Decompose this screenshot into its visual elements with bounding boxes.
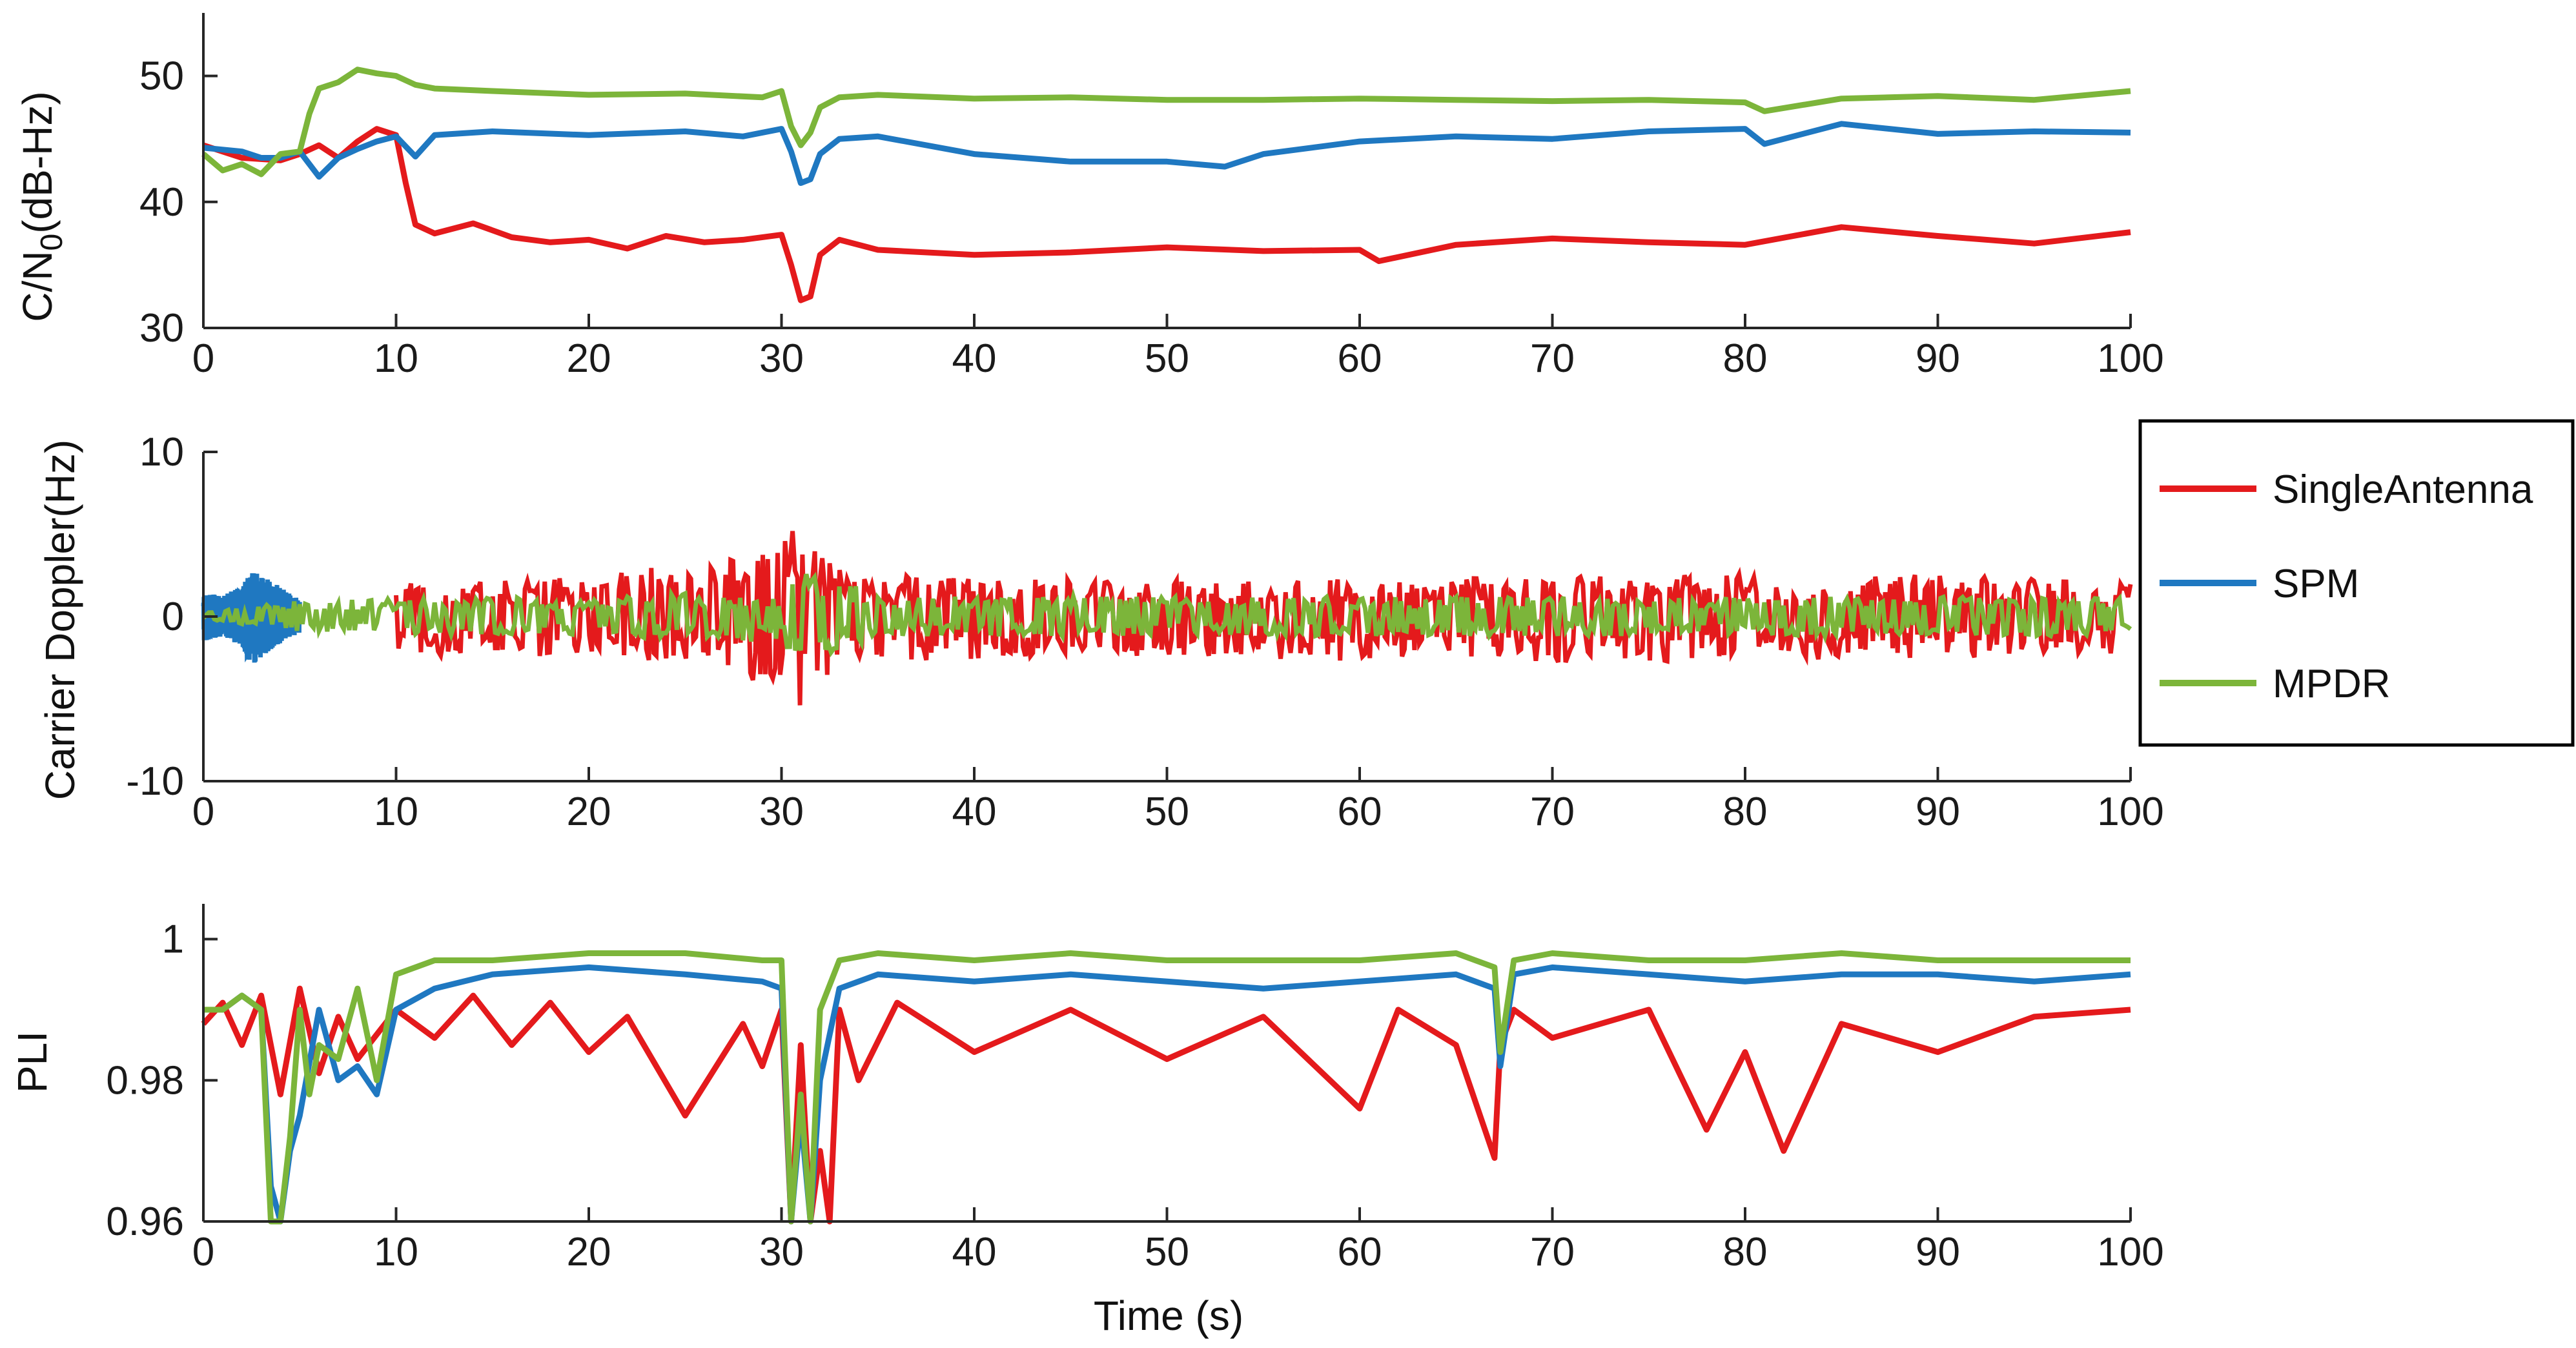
cn0-ylabel-sub: 0: [35, 234, 69, 251]
doppler-ytick-label: 0: [162, 595, 184, 639]
doppler-xtick-label: 10: [374, 790, 418, 834]
doppler-xtick-label: 60: [1338, 790, 1382, 834]
pli-xtick-label: 10: [374, 1230, 418, 1274]
doppler-ylabel: Carrier Doppler(Hz): [37, 440, 83, 800]
legend: SingleAntenna SPM MPDR: [2138, 419, 2575, 747]
doppler-xtick-label: 50: [1145, 790, 1189, 834]
cn0-xtick-label: 60: [1338, 336, 1382, 381]
pli-xtick-label: 100: [2097, 1230, 2163, 1274]
cn0-xtick-label: 40: [952, 336, 997, 381]
pli-xlabel: Time (s): [1094, 1292, 1243, 1339]
cn0-series-singleantenna: [202, 126, 2131, 303]
pli-ytick-label: 0.98: [106, 1058, 184, 1103]
doppler-xtick-label: 0: [192, 790, 214, 834]
doppler-xtick-label: 100: [2097, 790, 2163, 834]
pli-xtick-label: 0: [192, 1230, 214, 1274]
cn0-xtick-label: 80: [1723, 336, 1768, 381]
cn0-ytick-label: 30: [139, 306, 184, 351]
doppler-xtick-label: 20: [567, 790, 611, 834]
pli-xtick-label: 60: [1338, 1230, 1382, 1274]
cn0-xtick-label: 0: [192, 336, 214, 381]
legend-label-mpdr: MPDR: [2273, 662, 2391, 706]
doppler-xtick-label: 30: [759, 790, 804, 834]
cn0-ylabel-suffix: (dB-Hz): [14, 91, 61, 233]
doppler-xtick-label: 80: [1723, 790, 1768, 834]
doppler-xtick-label: 90: [1916, 790, 1960, 834]
cn0-xtick-label: 50: [1145, 336, 1189, 381]
pli-xtick-label: 40: [952, 1230, 997, 1274]
legend-label-singleantenna: SingleAntenna: [2273, 467, 2533, 512]
pli-xtick-label: 20: [567, 1230, 611, 1274]
cn0-xtick-label: 70: [1530, 336, 1575, 381]
pli-ytick-label: 1: [162, 917, 184, 962]
pli-xtick-label: 70: [1530, 1230, 1575, 1274]
cn0-xtick-label: 20: [567, 336, 611, 381]
pli-ylabel: PLI: [9, 1031, 56, 1093]
cn0-series-spm: [203, 121, 2131, 186]
doppler-xtick-label: 40: [952, 790, 997, 834]
cn0-ylabel-main: C/N: [14, 250, 61, 322]
doppler-series-singleantenna: [394, 531, 2133, 706]
pli-series-spm: [203, 964, 2131, 1225]
doppler-ytick-label: 10: [139, 430, 184, 475]
cn0-xtick-label: 30: [759, 336, 804, 381]
cn0-plot-area: 0 10 20 30 40 50 60 70 80 90 100 30 40 50: [139, 13, 2164, 381]
cn0-ytick-label: 40: [139, 180, 184, 225]
pli-plot-area: 0 10 20 30 40 50 60 70 80 90 100 0.96 0.98 1: [106, 904, 2164, 1274]
pli-series-singleantenna: [201, 985, 2131, 1225]
pli-ytick-label: 0.96: [106, 1200, 184, 1244]
pli-xtick-label: 50: [1145, 1230, 1189, 1274]
cn0-xtick-label: 90: [1916, 336, 1960, 381]
doppler-series-mpdr: [201, 571, 2132, 658]
cn0-ylabel: C/N0(dB-Hz): [14, 91, 69, 322]
cn0-ytick-label: 50: [139, 54, 184, 99]
pli-xtick-label: 80: [1723, 1230, 1768, 1274]
doppler-ytick-label: -10: [126, 759, 184, 804]
cn0-xtick-label: 100: [2097, 336, 2163, 381]
doppler-xtick-label: 70: [1530, 790, 1575, 834]
cn0-series-mpdr: [201, 66, 2131, 178]
pli-xtick-label: 30: [759, 1230, 804, 1274]
pli-series-mpdr: [203, 950, 2131, 1225]
cn0-xtick-label: 10: [374, 336, 418, 381]
pli-xtick-label: 90: [1916, 1230, 1960, 1274]
legend-label-spm: SPM: [2273, 562, 2359, 606]
pli-panel: 0 10 20 30 40 50 60 70 80 90 100 0.96 0.98 1 PLI Time…: [9, 904, 2164, 1339]
